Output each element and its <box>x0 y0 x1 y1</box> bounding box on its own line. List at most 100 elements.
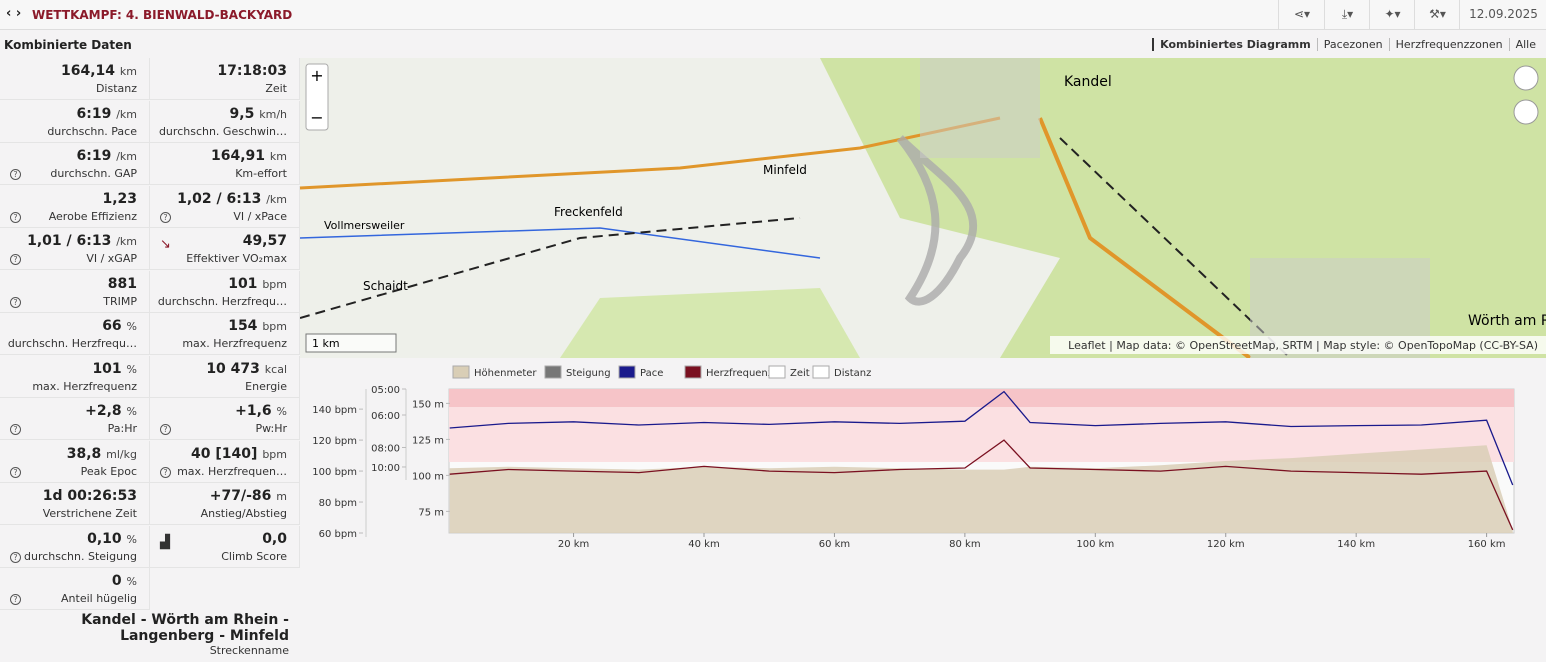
x-tick-label: 140 km <box>1337 539 1375 550</box>
tab[interactable]: Alle <box>1508 38 1542 51</box>
stat-cell: 164,14 km Distanz <box>0 58 150 100</box>
value: 0,10 <box>87 530 122 547</box>
stat-cell: 1,02 / 6:13 /km VI / xPace? <box>150 185 300 228</box>
locate-button[interactable] <box>1513 99 1539 125</box>
x-tick-label: 160 km <box>1468 539 1506 550</box>
zoom-out[interactable]: − <box>310 108 323 127</box>
unit: km/h <box>259 107 287 121</box>
line-3 <box>449 439 1514 531</box>
zoom-control[interactable] <box>305 63 329 131</box>
stat-value: 1,02 / 6:13 /km <box>177 191 287 207</box>
help-icon[interactable]: ? <box>10 169 21 180</box>
stat-label: durchschn. Geschwin… <box>158 124 287 138</box>
help-icon[interactable]: ? <box>10 466 21 478</box>
tab[interactable]: Kombiniertes Diagramm <box>1152 38 1317 51</box>
stat-label: max. Herzfrequenz <box>32 379 137 393</box>
nav-arrows[interactable]: ‹ › <box>6 6 22 21</box>
stat-cell: 66 % durchschn. Herzfrequ… <box>0 313 150 355</box>
stat-value: 154 bpm <box>228 318 287 334</box>
place-label: Freckenfeld <box>554 205 623 219</box>
settings-button[interactable]: ⚒▾ <box>1414 0 1460 29</box>
help-icon[interactable]: ? <box>10 254 21 265</box>
stat-label: Pa:Hr <box>107 422 137 435</box>
value: 154 <box>228 318 258 334</box>
value: 49,57 <box>242 233 287 249</box>
value: 164,91 <box>211 148 266 164</box>
download-button[interactable]: ⤓▾ <box>1324 0 1370 29</box>
y2ticks-label: 60 bpm <box>319 529 357 540</box>
y3ticks-label: 05:00 <box>371 385 400 396</box>
stat-cell: 40 [140] bpm max. Herzfrequen…? <box>150 440 300 483</box>
help-icon[interactable]: ? <box>10 296 21 308</box>
activity-title: WETTKAMPF: 4. BIENWALD-BACKYARD <box>32 8 293 22</box>
value: 0 <box>111 573 122 589</box>
stat-value: 101 bpm <box>228 276 287 292</box>
stat-cell: 17:18:03 Zeit <box>150 58 300 100</box>
help-icon[interactable]: ? <box>10 211 21 223</box>
help-icon[interactable]: ? <box>10 594 21 605</box>
unit: ml/kg <box>106 447 137 461</box>
stat-value: 164,14 km <box>61 63 137 79</box>
tab[interactable]: Herzfrequenzzonen <box>1388 38 1509 51</box>
help-icon[interactable]: ? <box>160 211 171 223</box>
stat-cell: +77/-86 m Anstieg/Abstieg <box>150 483 300 525</box>
stat-label: Zeit <box>265 82 287 95</box>
stat-value: 38,8 ml/kg <box>67 446 137 462</box>
value: 1d 00:26:53 <box>42 488 137 504</box>
layers-button[interactable] <box>1513 65 1539 91</box>
tab[interactable]: Pacezonen <box>1316 38 1389 51</box>
unit: % <box>126 532 137 546</box>
stat-value: 6:19 /km <box>77 106 138 122</box>
panel-title: Kombinierte Daten <box>4 38 132 52</box>
place-label: Vollmersweiler <box>324 219 405 232</box>
stat-label: max. Herzfrequen… <box>177 464 287 478</box>
unit: /km <box>116 150 137 163</box>
value: 9,5 <box>229 105 255 122</box>
share-button[interactable]: ⋖▾ <box>1278 0 1325 29</box>
unit: km <box>269 150 287 163</box>
unit: km <box>119 65 137 78</box>
value: 164,14 <box>61 63 116 79</box>
x-tick-label: 100 km <box>1076 539 1114 550</box>
y2ticks-label: 80 bpm <box>319 498 357 509</box>
value: +77/-86 <box>209 488 272 504</box>
stat-cell: 49,57 Effektiver VO₂max ↘ <box>150 228 300 270</box>
route-name: Kandel - Wörth am Rhein - Langenberg - M… <box>81 612 289 644</box>
stat-label: Verstrichene Zeit <box>42 507 137 520</box>
help-icon[interactable]: ? <box>160 466 171 478</box>
y3ticks-label: 10:00 <box>371 463 400 474</box>
help-icon[interactable]: ? <box>160 424 171 435</box>
tools-button[interactable]: ✦▾ <box>1369 0 1415 29</box>
stat-value: 0,0 <box>262 531 287 547</box>
stat-label: durchschn. Herzfrequ… <box>7 337 137 350</box>
help-icon[interactable]: ? <box>10 424 21 435</box>
stat-value: 6:19 /km <box>77 148 138 164</box>
stat-value: 17:18:03 <box>217 63 287 79</box>
unit: kcal <box>264 362 287 376</box>
value: 10 473 <box>206 360 260 377</box>
help-icon[interactable]: ? <box>10 551 21 563</box>
map[interactable]: Kandel Minfeld Freckenfeld Vollmersweile… <box>300 58 1546 358</box>
place-label: Wörth am R <box>1468 313 1546 329</box>
stat-label: Climb Score <box>221 549 287 563</box>
stat-label: durchschn. Pace <box>47 124 137 138</box>
x-tick-label: 80 km <box>949 539 980 550</box>
value: 40 [140] <box>191 445 258 462</box>
stat-value: +77/-86 m <box>210 488 287 504</box>
legend-label: Distanz <box>834 368 871 379</box>
unit: % <box>126 575 137 588</box>
stat-cell: 164,91 km Km-effort <box>150 143 300 185</box>
legend-swatch <box>768 365 786 379</box>
zoom-in[interactable]: + <box>310 66 323 85</box>
unit: % <box>126 320 137 333</box>
stat-label: Km-effort <box>235 167 287 180</box>
x-tick-label: 20 km <box>558 539 589 550</box>
unit: bpm <box>262 447 287 461</box>
unit: /km <box>116 235 137 248</box>
yticks-label: 75 m <box>418 507 444 518</box>
x-tick-label: 60 km <box>819 539 850 550</box>
yticks-label: 100 m <box>412 471 444 482</box>
stat-cell: 154 bpm max. Herzfrequenz <box>150 313 300 355</box>
zone-band <box>449 407 1514 462</box>
